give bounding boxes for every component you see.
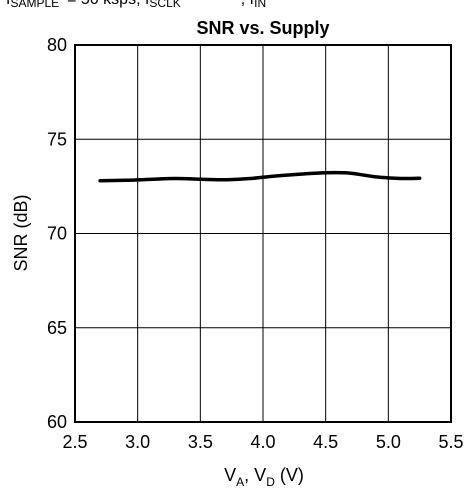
series-line (98, 170, 422, 183)
header-mid: = 50 ksps, f (67, 0, 150, 8)
header-tail: , f (241, 0, 255, 8)
y-tick-label: 65 (47, 318, 67, 338)
x-label-v: V (224, 465, 236, 485)
x-label-unit: (V) (275, 465, 304, 485)
grid-lines (74, 44, 452, 423)
x-tick-label: 3.5 (188, 432, 213, 452)
y-tick-label: 75 (47, 129, 67, 149)
header-sclk-sub: SCLK (149, 0, 180, 10)
y-tick-label: 60 (47, 412, 67, 432)
x-label-comma: , V (244, 465, 266, 485)
chart-title: SNR vs. Supply (196, 18, 329, 38)
header-in-sub: IN (254, 0, 266, 10)
plot-frame (74, 44, 452, 423)
header-cutoff-text: fSAMPLE = 50 ksps, fSCLK , fIN (6, 0, 266, 10)
y-tick-label: 80 (47, 35, 67, 55)
x-axis-label: VA, VD (V) (224, 465, 304, 489)
y-tick-label: 70 (47, 224, 67, 244)
x-tick-label: 3.0 (125, 432, 150, 452)
x-label-sub-a: A (236, 475, 244, 489)
x-tick-labels: 2.5 3.0 3.5 4.0 4.5 5.0 5.5 (62, 432, 463, 452)
y-axis-label: SNR (dB) (11, 194, 31, 271)
x-label-sub-d: D (266, 475, 275, 489)
header-f: f (6, 0, 11, 8)
y-tick-labels: 60 65 70 75 80 (47, 35, 67, 432)
x-tick-label: 5.5 (438, 432, 463, 452)
x-tick-label: 4.5 (313, 432, 338, 452)
x-tick-label: 5.0 (376, 432, 401, 452)
header-sample-sub: SAMPLE (10, 0, 59, 10)
x-tick-label: 2.5 (62, 432, 87, 452)
x-tick-label: 4.0 (250, 432, 275, 452)
